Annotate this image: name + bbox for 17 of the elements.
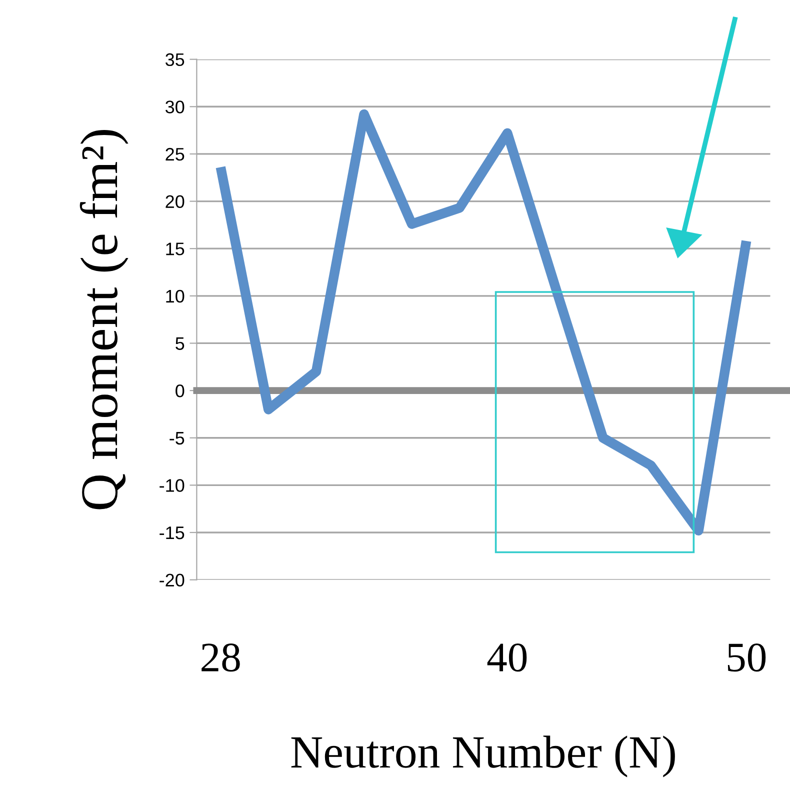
x-tick-label: 28	[202, 644, 240, 672]
x-tick-label: 40	[487, 644, 527, 672]
y-tick-label: -20	[160, 574, 184, 587]
y-tick-label: 30	[166, 100, 184, 114]
y-tick-label: -5	[170, 432, 184, 445]
y-tick-label: 5	[176, 337, 184, 350]
x-tick-label: 50	[728, 644, 766, 672]
y-tick-label: 15	[166, 242, 184, 256]
y-tick-label: -15	[160, 526, 184, 540]
y-tick-label: 0	[176, 384, 184, 398]
y-tick-label: 10	[166, 290, 184, 303]
y-tick-label: 20	[166, 195, 184, 208]
y-axis-title: Q moment (e fm²)	[80, 130, 128, 510]
y-tick-label: 35	[166, 53, 184, 66]
x-axis-title: Neutron Number (N)	[291, 736, 675, 778]
y-tick-label: -10	[160, 479, 184, 492]
y-tick-label: 25	[166, 148, 184, 161]
